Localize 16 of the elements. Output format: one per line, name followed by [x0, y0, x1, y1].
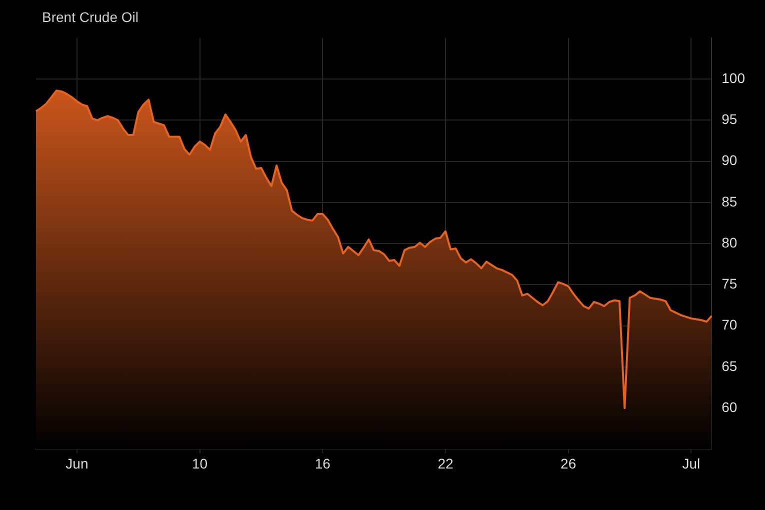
y-tick-label: 60: [722, 398, 738, 415]
x-tick-label: 10: [192, 455, 208, 472]
chart-title: Brent Crude Oil: [42, 9, 138, 25]
x-tick-label: Jun: [66, 455, 88, 472]
x-tick-label: 26: [560, 455, 576, 472]
x-tick-label: 22: [438, 455, 454, 472]
y-tick-label: 65: [722, 358, 738, 374]
y-tick-label: 90: [722, 152, 738, 168]
y-tick-label: 85: [722, 193, 738, 210]
y-tick-label: 80: [722, 234, 738, 250]
y-tick-label: 95: [722, 111, 738, 128]
x-tick-label: Jul: [682, 455, 700, 472]
y-tick-label: 100: [722, 70, 746, 86]
y-tick-label: 70: [722, 316, 738, 333]
x-tick-label: 16: [314, 455, 331, 472]
y-tick-label: 75: [722, 276, 738, 292]
